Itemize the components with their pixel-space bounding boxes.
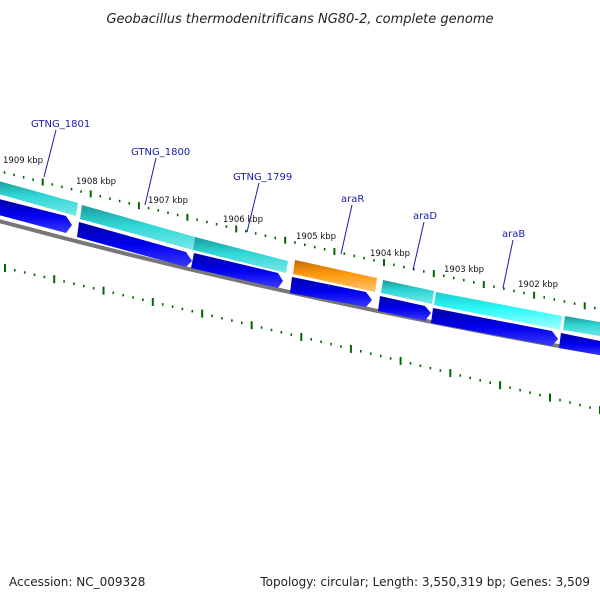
genome-summary: Topology: circular; Length: 3,550,319 bp… (259, 575, 590, 589)
kbp-label: 1908 kbp (76, 177, 116, 187)
gene-label-leader (246, 182, 260, 233)
gene-label-gtng-1800[interactable]: GTNG_1800 (131, 147, 190, 206)
gene-label-text[interactable]: araD (413, 211, 437, 222)
gene-label-leader (502, 239, 514, 289)
accession-label: Accession: NC_009328 (9, 575, 145, 589)
cds-track (0, 198, 600, 356)
gene-block-next[interactable] (563, 316, 600, 337)
gene-label-text[interactable]: GTNG_1799 (233, 172, 292, 183)
kbp-label: 1902 kbp (518, 280, 558, 290)
genome-title: Geobacillus thermodenitrificans NG80-2, … (106, 12, 493, 27)
gene-label-text[interactable]: araB (502, 229, 525, 240)
tick-track-lower (4, 264, 600, 414)
cds-arrow[interactable] (559, 333, 600, 356)
gene-track (0, 180, 600, 337)
gene-label-leader (412, 221, 425, 271)
gene-block-gtng-1800[interactable] (80, 205, 195, 250)
tick-track-upper (3, 171, 596, 310)
gene-label-arad[interactable]: araD (412, 211, 437, 271)
gene-block-gtng-1799[interactable] (193, 237, 288, 273)
cds-arrow[interactable] (191, 253, 283, 288)
gene-block-arar[interactable] (293, 260, 377, 292)
cds-arrow[interactable] (378, 296, 431, 321)
kbp-label: 1909 kbp (3, 156, 43, 166)
gene-block-arab[interactable] (434, 292, 562, 330)
gene-label-gtng-1799[interactable]: GTNG_1799 (233, 172, 292, 233)
gene-label-text[interactable]: GTNG_1801 (31, 119, 90, 130)
gene-label-arab[interactable]: araB (502, 229, 525, 289)
kbp-label: 1904 kbp (370, 249, 410, 259)
gene-label-gtng-1801[interactable]: GTNG_1801 (31, 119, 90, 178)
kbp-axis-labels: 1909 kbp 1908 kbp 1907 kbp 1906 kbp 1905… (3, 156, 558, 290)
kbp-label: 1906 kbp (223, 215, 263, 225)
gene-label-text[interactable]: araR (341, 194, 364, 205)
cds-arrow[interactable] (431, 308, 558, 346)
kbp-label: 1907 kbp (148, 196, 188, 206)
gene-label-leader (340, 204, 353, 255)
cds-arrow[interactable] (290, 277, 372, 307)
gene-label-leader (43, 129, 57, 178)
gene-label-leader (144, 157, 157, 206)
gene-label-arar[interactable]: araR (340, 194, 364, 255)
cds-arrow[interactable] (0, 198, 72, 233)
kbp-label: 1903 kbp (444, 265, 484, 275)
gene-block-gtng-1801[interactable] (0, 180, 78, 216)
gene-label-text[interactable]: GTNG_1800 (131, 147, 190, 158)
gene-block-arad[interactable] (381, 280, 434, 304)
cds-arrow[interactable] (77, 222, 192, 267)
kbp-label: 1905 kbp (296, 232, 336, 242)
